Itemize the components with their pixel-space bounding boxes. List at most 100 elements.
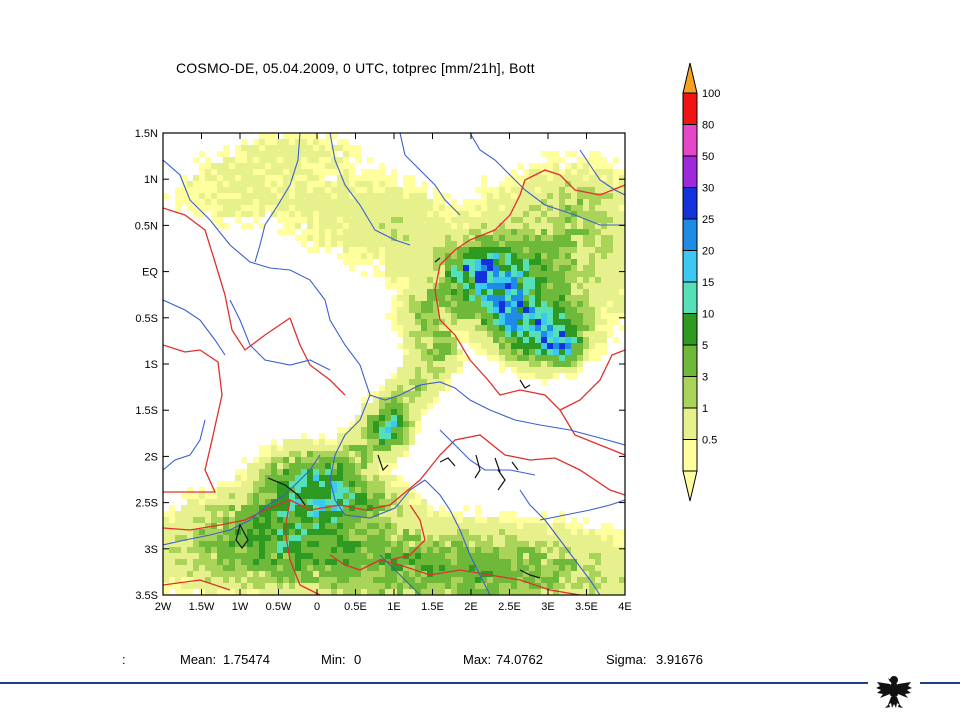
precip-cell: [445, 571, 451, 577]
precip-cell: [241, 457, 247, 463]
precip-cell: [481, 301, 487, 307]
precip-cell: [415, 253, 421, 259]
precip-cell: [523, 295, 529, 301]
precip-cell: [469, 265, 475, 271]
precip-cell: [229, 571, 235, 577]
precip-cell: [241, 493, 247, 499]
precip-cell: [385, 565, 391, 571]
precip-cell: [415, 241, 421, 247]
precip-cell: [553, 247, 559, 253]
precip-cell: [193, 499, 199, 505]
precip-cell: [469, 535, 475, 541]
precip-cell: [169, 547, 175, 553]
precip-cell: [301, 547, 307, 553]
precip-cell: [385, 451, 391, 457]
precip-cell: [409, 379, 415, 385]
precip-cell: [181, 529, 187, 535]
precip-cell: [451, 529, 457, 535]
precip-cell: [541, 583, 547, 589]
precip-cell: [619, 541, 625, 547]
precip-cell: [577, 337, 583, 343]
precip-cell: [325, 211, 331, 217]
precip-cell: [535, 361, 541, 367]
precip-cell: [385, 523, 391, 529]
precip-cell: [535, 199, 541, 205]
precip-cell: [379, 517, 385, 523]
precip-cell: [493, 535, 499, 541]
precip-cell: [559, 571, 565, 577]
precip-cell: [277, 139, 283, 145]
precip-cell: [469, 541, 475, 547]
precip-cell: [313, 187, 319, 193]
precip-cell: [553, 211, 559, 217]
precip-cell: [313, 535, 319, 541]
precip-cell: [607, 229, 613, 235]
precip-cell: [565, 307, 571, 313]
precip-cell: [253, 565, 259, 571]
precip-cell: [193, 175, 199, 181]
precip-cell: [241, 589, 247, 595]
precip-cell: [289, 451, 295, 457]
precip-cell: [235, 145, 241, 151]
precip-cell: [181, 511, 187, 517]
precip-cell: [391, 571, 397, 577]
precip-cell: [379, 169, 385, 175]
precip-cell: [277, 541, 283, 547]
precip-cell: [511, 553, 517, 559]
precip-cell: [379, 217, 385, 223]
precip-cell: [379, 493, 385, 499]
precip-cell: [577, 181, 583, 187]
precip-cell: [313, 133, 319, 139]
x-tick-label: 2E: [464, 601, 477, 613]
precip-cell: [271, 457, 277, 463]
precip-cell: [373, 529, 379, 535]
precip-cell: [307, 145, 313, 151]
precip-cell: [469, 523, 475, 529]
precip-cell: [427, 517, 433, 523]
precip-cell: [373, 577, 379, 583]
precip-cell: [277, 565, 283, 571]
precip-cell: [481, 523, 487, 529]
precip-cell: [493, 325, 499, 331]
precip-cell: [325, 565, 331, 571]
precip-cell: [223, 193, 229, 199]
precip-cell: [313, 499, 319, 505]
precip-cell: [553, 547, 559, 553]
precip-cell: [253, 457, 259, 463]
precip-cell: [205, 559, 211, 565]
precip-cell: [427, 217, 433, 223]
precip-cell: [247, 559, 253, 565]
precip-cell: [427, 337, 433, 343]
precip-cell: [361, 457, 367, 463]
precip-cell: [589, 559, 595, 565]
precip-cell: [553, 325, 559, 331]
precip-cell: [361, 397, 367, 403]
precip-cell: [421, 529, 427, 535]
precip-cell: [517, 373, 523, 379]
precip-cell: [199, 163, 205, 169]
precip-cell: [451, 325, 457, 331]
precip-cell: [475, 271, 481, 277]
precip-cell: [391, 217, 397, 223]
precip-cell: [517, 535, 523, 541]
precip-cell: [475, 247, 481, 253]
precip-cell: [409, 427, 415, 433]
precip-cell: [403, 571, 409, 577]
precip-cell: [505, 517, 511, 523]
precip-cell: [235, 169, 241, 175]
precip-cell: [433, 361, 439, 367]
precip-cell: [553, 589, 559, 595]
precip-cell: [349, 439, 355, 445]
precip-cell: [529, 283, 535, 289]
precip-cell: [481, 535, 487, 541]
precip-cell: [469, 589, 475, 595]
precip-cell: [433, 337, 439, 343]
precip-cell: [589, 151, 595, 157]
precip-cell: [457, 355, 463, 361]
precip-cell: [247, 583, 253, 589]
precip-cell: [511, 229, 517, 235]
precip-cell: [487, 199, 493, 205]
precip-cell: [295, 169, 301, 175]
precip-cell: [403, 487, 409, 493]
